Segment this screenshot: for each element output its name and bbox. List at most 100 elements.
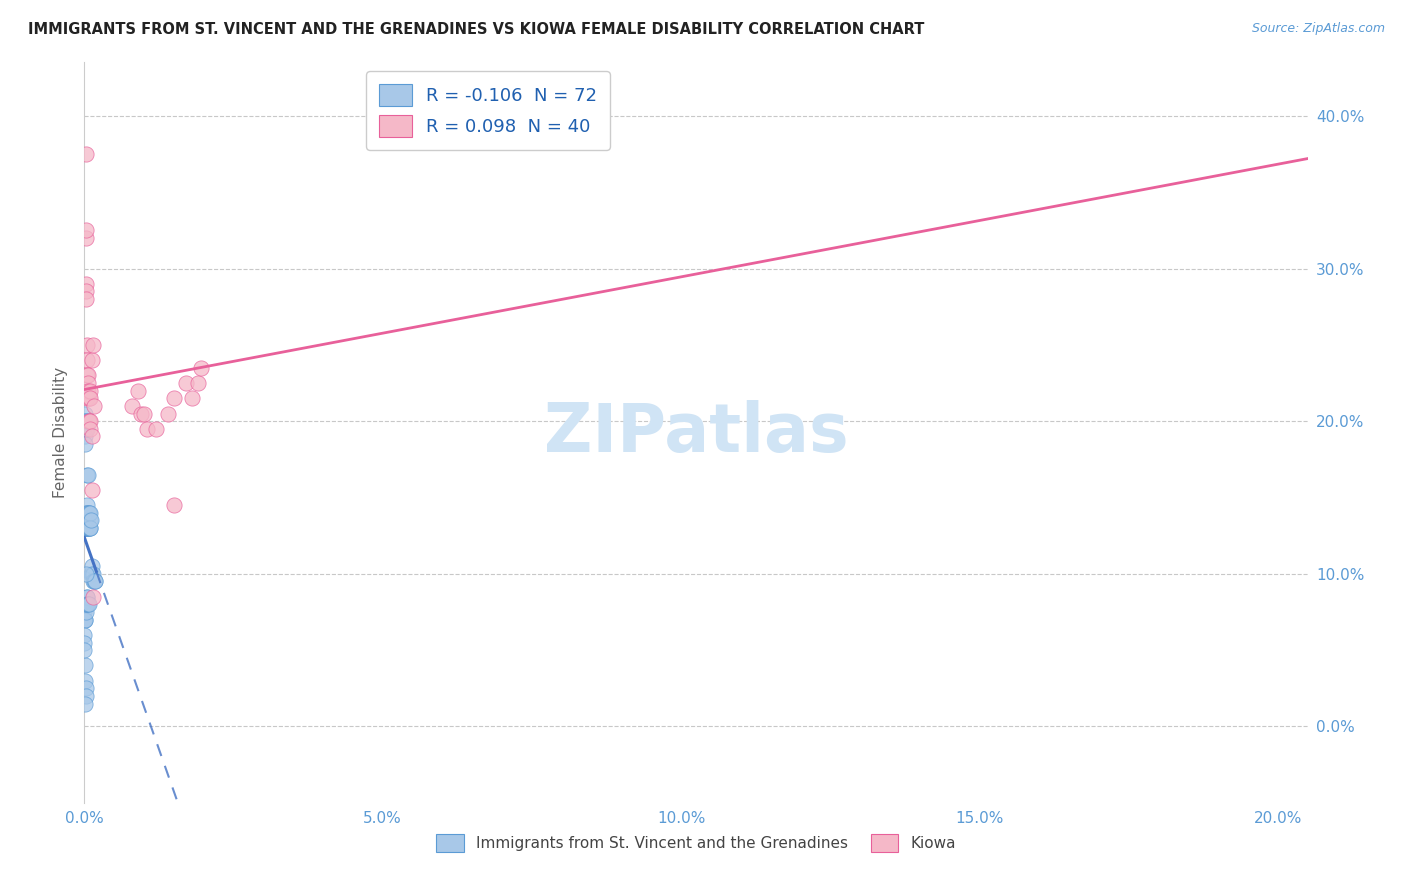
Point [75, 689, 97, 703]
Point [75, 285, 97, 299]
Point [79, 521, 101, 535]
Point [75, 566, 97, 581]
Point [82, 353, 104, 368]
Point [79, 513, 101, 527]
Point [80, 566, 103, 581]
Point [190, 360, 212, 375]
Point [174, 376, 197, 390]
Point [77, 384, 100, 398]
Point [84, 574, 107, 589]
Point [77, 414, 100, 428]
Point [75, 292, 97, 306]
Point [82, 566, 104, 581]
Point [75, 506, 97, 520]
Point [73, 429, 96, 443]
Point [75, 506, 97, 520]
Text: ZIPatlas: ZIPatlas [544, 400, 848, 466]
Point [82, 338, 104, 352]
Point [75, 605, 97, 619]
Point [76, 353, 98, 368]
Point [79, 506, 101, 520]
Point [145, 422, 167, 436]
Point [75, 681, 97, 696]
Point [79, 384, 101, 398]
Point [76, 521, 98, 535]
Point [73, 437, 96, 451]
Point [75, 147, 97, 161]
Point [75, 521, 97, 535]
Point [76, 422, 98, 436]
Point [77, 391, 100, 405]
Point [75, 506, 97, 520]
Point [77, 506, 100, 520]
Point [76, 506, 98, 520]
Point [77, 513, 100, 527]
Point [156, 407, 179, 421]
Point [83, 574, 105, 589]
Point [77, 467, 100, 482]
Point [73, 613, 96, 627]
Point [73, 613, 96, 627]
Point [77, 521, 100, 535]
Point [73, 643, 96, 657]
Point [73, 414, 96, 428]
Point [76, 391, 98, 405]
Text: IMMIGRANTS FROM ST. VINCENT AND THE GRENADINES VS KIOWA FEMALE DISABILITY CORREL: IMMIGRANTS FROM ST. VINCENT AND THE GREN… [28, 22, 925, 37]
Point [76, 598, 98, 612]
Point [73, 407, 96, 421]
Point [73, 658, 96, 673]
Point [73, 506, 96, 520]
Point [82, 483, 104, 497]
Point [76, 467, 98, 482]
Text: Source: ZipAtlas.com: Source: ZipAtlas.com [1251, 22, 1385, 36]
Y-axis label: Female Disability: Female Disability [53, 367, 69, 499]
Point [76, 590, 98, 604]
Point [77, 414, 100, 428]
Point [76, 498, 98, 512]
Point [73, 697, 96, 711]
Point [76, 506, 98, 520]
Point [76, 590, 98, 604]
Point [80, 566, 103, 581]
Point [75, 422, 97, 436]
Point [79, 414, 101, 428]
Point [73, 628, 96, 642]
Point [76, 513, 98, 527]
Point [76, 368, 98, 383]
Point [83, 399, 105, 413]
Point [73, 613, 96, 627]
Point [73, 414, 96, 428]
Point [75, 231, 97, 245]
Point [163, 498, 186, 512]
Point [180, 391, 202, 405]
Point [75, 598, 97, 612]
Point [79, 422, 101, 436]
Point [82, 574, 104, 589]
Point [73, 422, 96, 436]
Point [76, 338, 98, 352]
Point [73, 521, 96, 535]
Point [75, 513, 97, 527]
Point [82, 559, 104, 574]
Point [77, 598, 100, 612]
Point [75, 598, 97, 612]
Point [73, 673, 96, 688]
Point [73, 605, 96, 619]
Point [79, 521, 101, 535]
Point [136, 422, 159, 436]
Point [77, 414, 100, 428]
Point [77, 506, 100, 520]
Point [75, 598, 97, 612]
Point [76, 368, 98, 383]
Point [75, 223, 97, 237]
Point [82, 590, 104, 604]
Point [75, 521, 97, 535]
Point [77, 598, 100, 612]
Point [76, 513, 98, 527]
Legend: Immigrants from St. Vincent and the Grenadines, Kiowa: Immigrants from St. Vincent and the Gren… [430, 829, 962, 858]
Point [127, 384, 149, 398]
Point [79, 391, 101, 405]
Point [75, 521, 97, 535]
Point [73, 506, 96, 520]
Point [80, 429, 103, 443]
